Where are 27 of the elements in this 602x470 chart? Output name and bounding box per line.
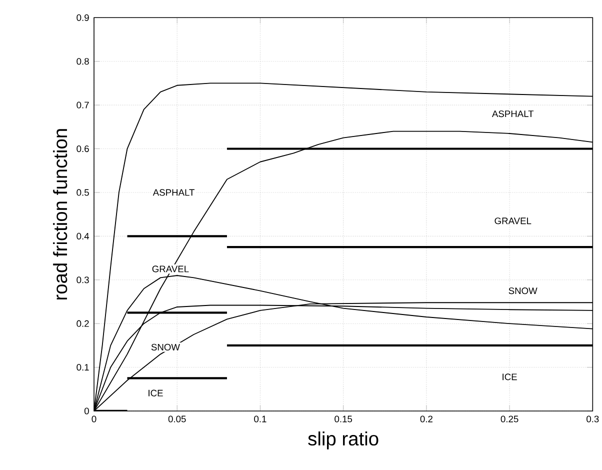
x-tick-label: 0.2: [420, 416, 432, 422]
y-tick-label: 0.3: [76, 276, 89, 284]
x-tick-label: 0.05: [168, 416, 186, 422]
y-tick-label: 0.8: [76, 58, 89, 65]
x-tick-label: 0.3: [586, 416, 599, 422]
annotation: SNOW: [508, 288, 538, 294]
y-tick-label: 0.7: [76, 102, 89, 108]
annotation: ASPHALT: [492, 110, 534, 118]
x-tick-label: 0.1: [254, 416, 266, 422]
y-axis-title: road friction function: [53, 129, 68, 300]
y-tick-label: 0.1: [76, 364, 89, 371]
y-tick-label: 0.4: [76, 232, 90, 240]
y-tick-label: 0.9: [76, 14, 89, 21]
x-tick-label: 0.15: [334, 416, 352, 422]
x-axis-title: slip ratio: [308, 431, 378, 450]
x-tick-label: 0: [92, 416, 96, 422]
annotation: ASPHALT: [152, 189, 194, 196]
y-tick-label: 0.2: [76, 320, 89, 327]
annotation: SNOW: [151, 344, 180, 350]
annotation: GRAVEL: [494, 218, 532, 224]
annotation: ICE: [148, 390, 163, 396]
y-tick-label: 0.6: [76, 145, 89, 152]
y-tick-label: 0: [84, 408, 89, 414]
x-tick-label: 0.25: [500, 416, 518, 422]
y-tick-label: 0.5: [76, 189, 89, 196]
annotation: ICE: [502, 374, 517, 380]
annotation: GRAVEL: [152, 266, 189, 272]
